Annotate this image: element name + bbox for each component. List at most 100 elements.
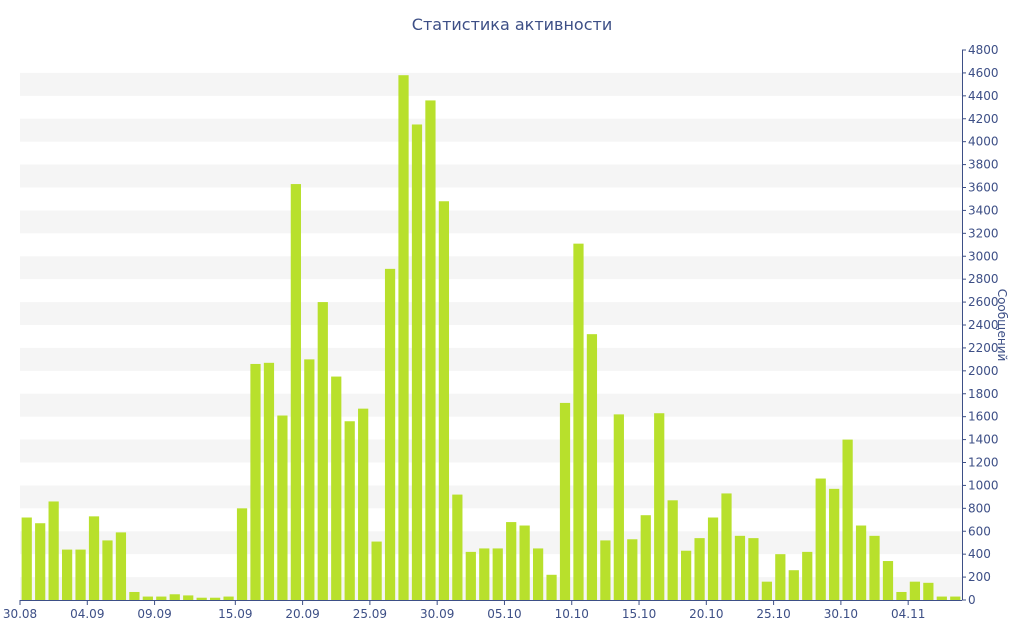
grid-band — [20, 302, 962, 325]
bar — [640, 515, 651, 600]
bar — [21, 517, 32, 600]
grid-band — [20, 118, 962, 142]
x-tick-label: 09.09 — [137, 607, 171, 621]
bar — [129, 591, 140, 600]
bar — [855, 525, 867, 600]
x-tick-label: 04.09 — [70, 607, 104, 621]
x-tick-label: 15.10 — [622, 607, 656, 621]
bar — [438, 201, 450, 600]
x-tick-label: 25.10 — [756, 607, 790, 621]
bar — [681, 550, 692, 600]
y-tick-label: 1200 — [968, 456, 999, 470]
bar — [829, 488, 840, 600]
bar — [425, 100, 436, 601]
y-axis-label: Сообщений — [995, 288, 1009, 362]
y-tick-label: 4800 — [968, 43, 999, 57]
bar — [748, 538, 759, 600]
bar — [35, 523, 46, 600]
bar — [479, 548, 490, 600]
bar — [707, 517, 719, 600]
bar — [156, 596, 167, 600]
y-tick-label: 1400 — [968, 433, 999, 447]
y-axis-ticks: 0 200 400 600 800 1000 1200 1400 1600 1800 2000 220… — [962, 43, 999, 607]
bar — [196, 597, 207, 600]
y-tick-label: 400 — [968, 547, 991, 561]
bar — [667, 500, 678, 600]
bar — [761, 581, 772, 600]
bar — [923, 582, 934, 600]
bar — [734, 535, 746, 600]
y-tick-label: 600 — [968, 524, 991, 538]
bar — [277, 415, 288, 600]
x-tick-label: 10.10 — [555, 607, 589, 621]
bar — [210, 597, 221, 600]
bar — [559, 402, 571, 600]
bar — [882, 561, 894, 600]
grid-band — [20, 164, 962, 188]
x-tick-label: 15.09 — [218, 607, 252, 621]
bar — [371, 541, 382, 600]
bar — [802, 551, 813, 600]
bar — [721, 493, 732, 600]
bar — [142, 596, 153, 600]
bar — [896, 591, 907, 600]
x-tick-label: 05.10 — [487, 607, 521, 621]
bar — [411, 124, 423, 601]
bar — [613, 414, 624, 600]
bar — [815, 478, 826, 600]
bar — [88, 516, 100, 600]
chart-title: Статистика активности — [411, 15, 613, 34]
bar — [869, 535, 880, 600]
x-tick-label: 30.08 — [3, 607, 37, 621]
x-tick-label: 30.09 — [420, 607, 454, 621]
y-tick-label: 3000 — [968, 249, 999, 263]
y-tick-label: 1600 — [968, 410, 999, 424]
y-tick-label: 4200 — [968, 112, 999, 126]
y-tick-label: 3800 — [968, 158, 999, 172]
bar — [627, 539, 638, 600]
bar — [573, 243, 584, 601]
bar — [75, 549, 86, 600]
bar — [344, 421, 355, 600]
grid-band — [20, 72, 962, 96]
bar — [398, 75, 409, 601]
grid-band — [20, 393, 962, 417]
bar — [936, 596, 947, 600]
bar — [183, 595, 194, 600]
bar — [102, 540, 113, 600]
y-tick-label: 3600 — [968, 181, 999, 195]
grid-band — [20, 210, 962, 234]
bar — [492, 548, 503, 600]
x-tick-label: 25.09 — [353, 607, 387, 621]
bar — [506, 522, 517, 600]
bar — [909, 581, 921, 600]
bar — [290, 184, 301, 600]
x-axis-ticks: 30.08 04.09 09.09 15.09 20.09 25.09 30.09 05.10… — [3, 600, 925, 621]
y-tick-label: 800 — [968, 501, 991, 515]
grid-band — [20, 347, 962, 371]
bar — [384, 268, 396, 600]
y-tick-label: 1800 — [968, 387, 999, 401]
bar — [317, 302, 328, 600]
bar — [600, 540, 611, 600]
y-tick-label: 2800 — [968, 272, 999, 286]
y-tick-label: 1000 — [968, 478, 999, 492]
bar — [223, 596, 234, 600]
bar — [331, 376, 342, 600]
y-tick-label: 4400 — [968, 89, 999, 103]
bar — [358, 408, 369, 600]
bar — [532, 548, 544, 600]
bar — [519, 525, 530, 600]
bar — [694, 538, 705, 600]
bar — [788, 570, 799, 600]
bars — [21, 75, 961, 601]
bar — [452, 494, 463, 600]
y-tick-label: 3200 — [968, 226, 999, 240]
bar — [586, 334, 598, 600]
x-tick-label: 30.10 — [824, 607, 858, 621]
bar — [61, 549, 73, 600]
bar — [546, 574, 557, 600]
y-tick-label: 2400 — [968, 318, 999, 332]
y-tick-label: 200 — [968, 570, 991, 584]
